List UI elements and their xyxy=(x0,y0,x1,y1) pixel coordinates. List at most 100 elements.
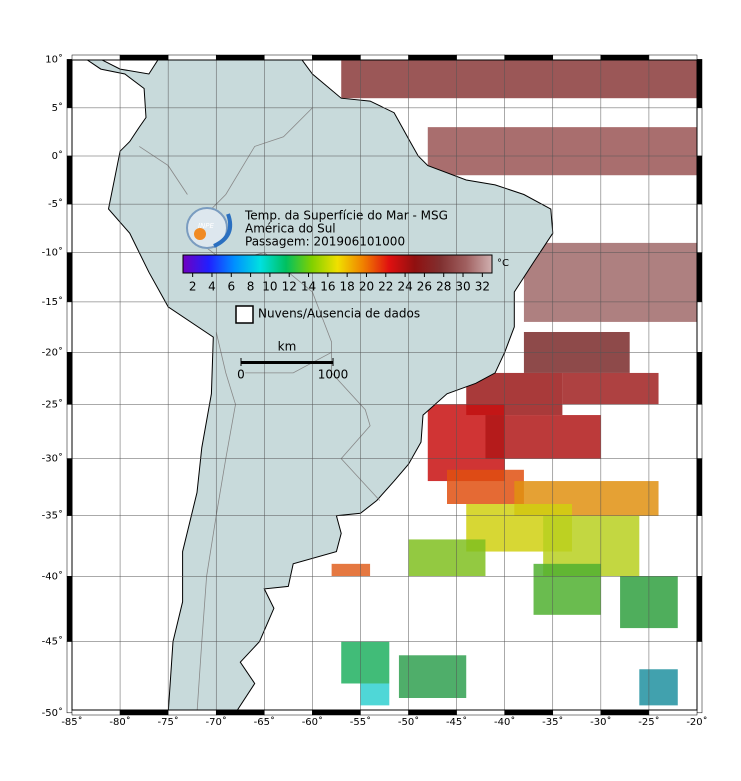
frame-bar xyxy=(408,54,457,61)
sst-patch xyxy=(639,669,678,706)
colorbar-label: 18 xyxy=(340,280,355,294)
sst-patch xyxy=(398,655,467,699)
lon-label: -75˚ xyxy=(157,716,178,728)
sst-patch xyxy=(447,469,524,504)
frame-bar xyxy=(696,352,703,405)
colorbar-label: 14 xyxy=(301,280,316,294)
colorbar-label: 26 xyxy=(417,280,432,294)
colorbar-label: 2 xyxy=(189,280,197,294)
lat-label: -15˚ xyxy=(42,296,63,308)
border xyxy=(245,351,332,374)
lat-label: -50˚ xyxy=(42,707,63,719)
sst-patch xyxy=(408,539,486,577)
colorbar-label: 16 xyxy=(320,280,335,294)
frame-bar xyxy=(215,709,265,716)
sst-patch xyxy=(341,60,697,99)
border xyxy=(196,331,236,710)
frame-bar xyxy=(312,709,361,716)
frame-bar xyxy=(504,54,554,61)
lon-label: -40˚ xyxy=(494,716,515,728)
sst-patch xyxy=(485,415,601,459)
frame-bar xyxy=(360,709,409,716)
frame-bar xyxy=(696,203,703,253)
colorbar-label: 20 xyxy=(359,280,374,294)
frame-bar xyxy=(71,709,121,716)
lon-label: -20˚ xyxy=(686,716,707,728)
lat-label: -45˚ xyxy=(42,636,63,648)
lat-label: -25˚ xyxy=(42,398,63,410)
frame-border xyxy=(71,59,698,711)
frame-bar xyxy=(119,709,169,716)
lat-label: -5˚ xyxy=(48,198,63,210)
frame-bar xyxy=(600,709,650,716)
lon-label: -50˚ xyxy=(398,716,419,728)
frame-bar xyxy=(648,54,698,61)
pass-date: Passagem: 201906101000 xyxy=(245,235,405,249)
frame-bar xyxy=(264,709,313,716)
colorbar-label: 32 xyxy=(475,280,490,294)
lat-label: -35˚ xyxy=(42,510,63,522)
frame-bar xyxy=(66,59,73,109)
lat-label: -20˚ xyxy=(42,346,63,358)
frame-bar xyxy=(408,709,457,716)
colorbar-label: 6 xyxy=(227,280,235,294)
scale-bar xyxy=(241,361,333,364)
logo-sun xyxy=(194,228,206,240)
lon-label: -60˚ xyxy=(302,716,323,728)
frame-bar xyxy=(696,641,703,714)
colorbar-label: 22 xyxy=(378,280,393,294)
frame-bar xyxy=(696,576,703,642)
sst-patch xyxy=(427,127,697,176)
sst-patch xyxy=(341,641,390,684)
frame-bar xyxy=(167,709,217,716)
colorbar-label: 28 xyxy=(436,280,451,294)
lon-label: -30˚ xyxy=(590,716,611,728)
lon-label: -45˚ xyxy=(446,716,467,728)
lon-label: -65˚ xyxy=(254,716,275,728)
colorbar-label: 4 xyxy=(208,280,216,294)
frame-bar xyxy=(66,641,73,714)
colorbar-label: 10 xyxy=(262,280,277,294)
scale-label: 0 xyxy=(237,368,245,382)
logo-arrow xyxy=(213,213,233,248)
title: Temp. da Superfície do Mar - MSG xyxy=(244,209,448,223)
lat-label: -40˚ xyxy=(42,570,63,582)
frame-bar xyxy=(66,107,73,157)
lat-label: 10˚ xyxy=(45,53,63,65)
frame-bar xyxy=(696,404,703,459)
scale-label: 1000 xyxy=(318,368,349,382)
lon-label: -70˚ xyxy=(206,716,227,728)
legend-text: Nuvens/Ausencia de dados xyxy=(258,307,420,321)
frame-bar xyxy=(696,107,703,157)
legend-swatch xyxy=(235,305,254,324)
frame-bar xyxy=(696,458,703,516)
colorbar-unit: °C xyxy=(497,258,509,269)
frame-bar xyxy=(66,155,73,205)
frame-bar xyxy=(504,709,554,716)
lon-label: -85˚ xyxy=(61,716,82,728)
lat-label: -30˚ xyxy=(42,453,63,465)
frame-bar xyxy=(167,54,217,61)
frame-bar xyxy=(360,54,409,61)
colorbar xyxy=(182,254,493,274)
frame-bar xyxy=(696,59,703,109)
sst-patch xyxy=(523,242,697,322)
frame-bar xyxy=(648,709,698,716)
frame-bar xyxy=(66,404,73,459)
overlay: INPE Temp. da Superfície do Mar - MSG Am… xyxy=(182,207,509,382)
subtitle: América do Sul xyxy=(245,222,336,236)
frame-bar xyxy=(66,515,73,577)
frame-bar xyxy=(66,458,73,516)
sst-patch xyxy=(533,563,601,615)
colorbar-label: 8 xyxy=(247,280,255,294)
frame-bar xyxy=(66,352,73,405)
frame-bar xyxy=(119,54,169,61)
frame-bar xyxy=(66,301,73,353)
frame-bar xyxy=(264,54,313,61)
frame-bar xyxy=(71,54,121,61)
lon-label: -25˚ xyxy=(638,716,659,728)
sst-patch xyxy=(360,683,390,706)
lon-label: -55˚ xyxy=(350,716,371,728)
